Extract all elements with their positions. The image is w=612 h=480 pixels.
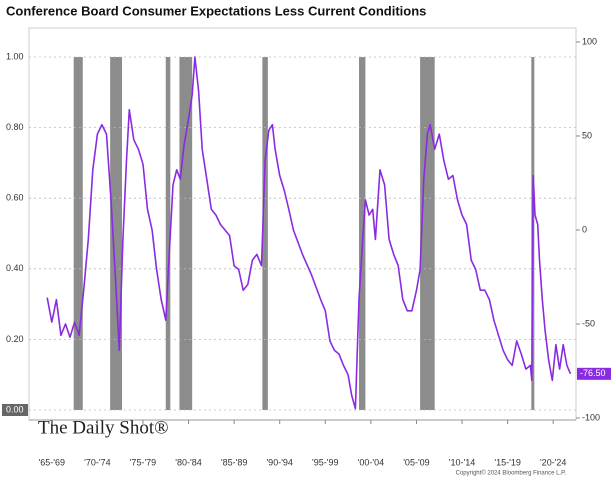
y-tick-label: 1.00 <box>6 51 24 61</box>
y2-tick-label: 100 <box>582 36 597 46</box>
y-tick-label: 0.20 <box>6 334 24 344</box>
x-tick-label: '00-'04 <box>358 457 384 467</box>
recession-bar <box>262 57 268 410</box>
x-tick-label: '10-'14 <box>449 457 475 467</box>
recession-bar <box>359 57 366 410</box>
recession-bar <box>73 57 83 410</box>
y-tick-label: 0.00 <box>6 404 24 414</box>
end-label: -76.50 <box>580 368 606 378</box>
copyright: Copyright© 2024 Bloomberg Finance L.P. <box>456 470 567 477</box>
x-tick-label: '90-'94 <box>266 457 292 467</box>
x-tick-label: '80-'84 <box>175 457 201 467</box>
watermark: The Daily Shot® <box>38 417 169 438</box>
y2-tick-label: -50 <box>582 318 595 328</box>
x-tick-label: '75-'79 <box>130 457 156 467</box>
x-tick-label: '65-'69 <box>39 457 65 467</box>
x-tick-label: '20-'24 <box>540 457 566 467</box>
y2-tick-label: -100 <box>582 412 600 422</box>
y2-tick-label: 0 <box>582 224 587 234</box>
chart-title: Conference Board Consumer Expectations L… <box>6 3 426 18</box>
series-line <box>46 56 572 410</box>
recession-bar <box>420 57 435 410</box>
end-label-box <box>577 367 611 380</box>
y-tick-label: 0.40 <box>6 263 24 273</box>
recession-bar <box>179 57 193 410</box>
x-tick-label: '15-'19 <box>494 457 520 467</box>
x-tick-label: '85-'89 <box>221 457 247 467</box>
y-tick-label: 0.80 <box>6 122 24 132</box>
y-tick-label: 0.60 <box>6 193 24 203</box>
y2-tick-label: 50 <box>582 130 592 140</box>
zero-label-bg <box>2 404 28 416</box>
recession-bar <box>110 57 122 410</box>
recession-bar <box>165 57 171 410</box>
x-tick-label: '95-'99 <box>312 457 338 467</box>
x-tick-label: '70-'74 <box>84 457 110 467</box>
x-tick-label: '05-'09 <box>403 457 429 467</box>
